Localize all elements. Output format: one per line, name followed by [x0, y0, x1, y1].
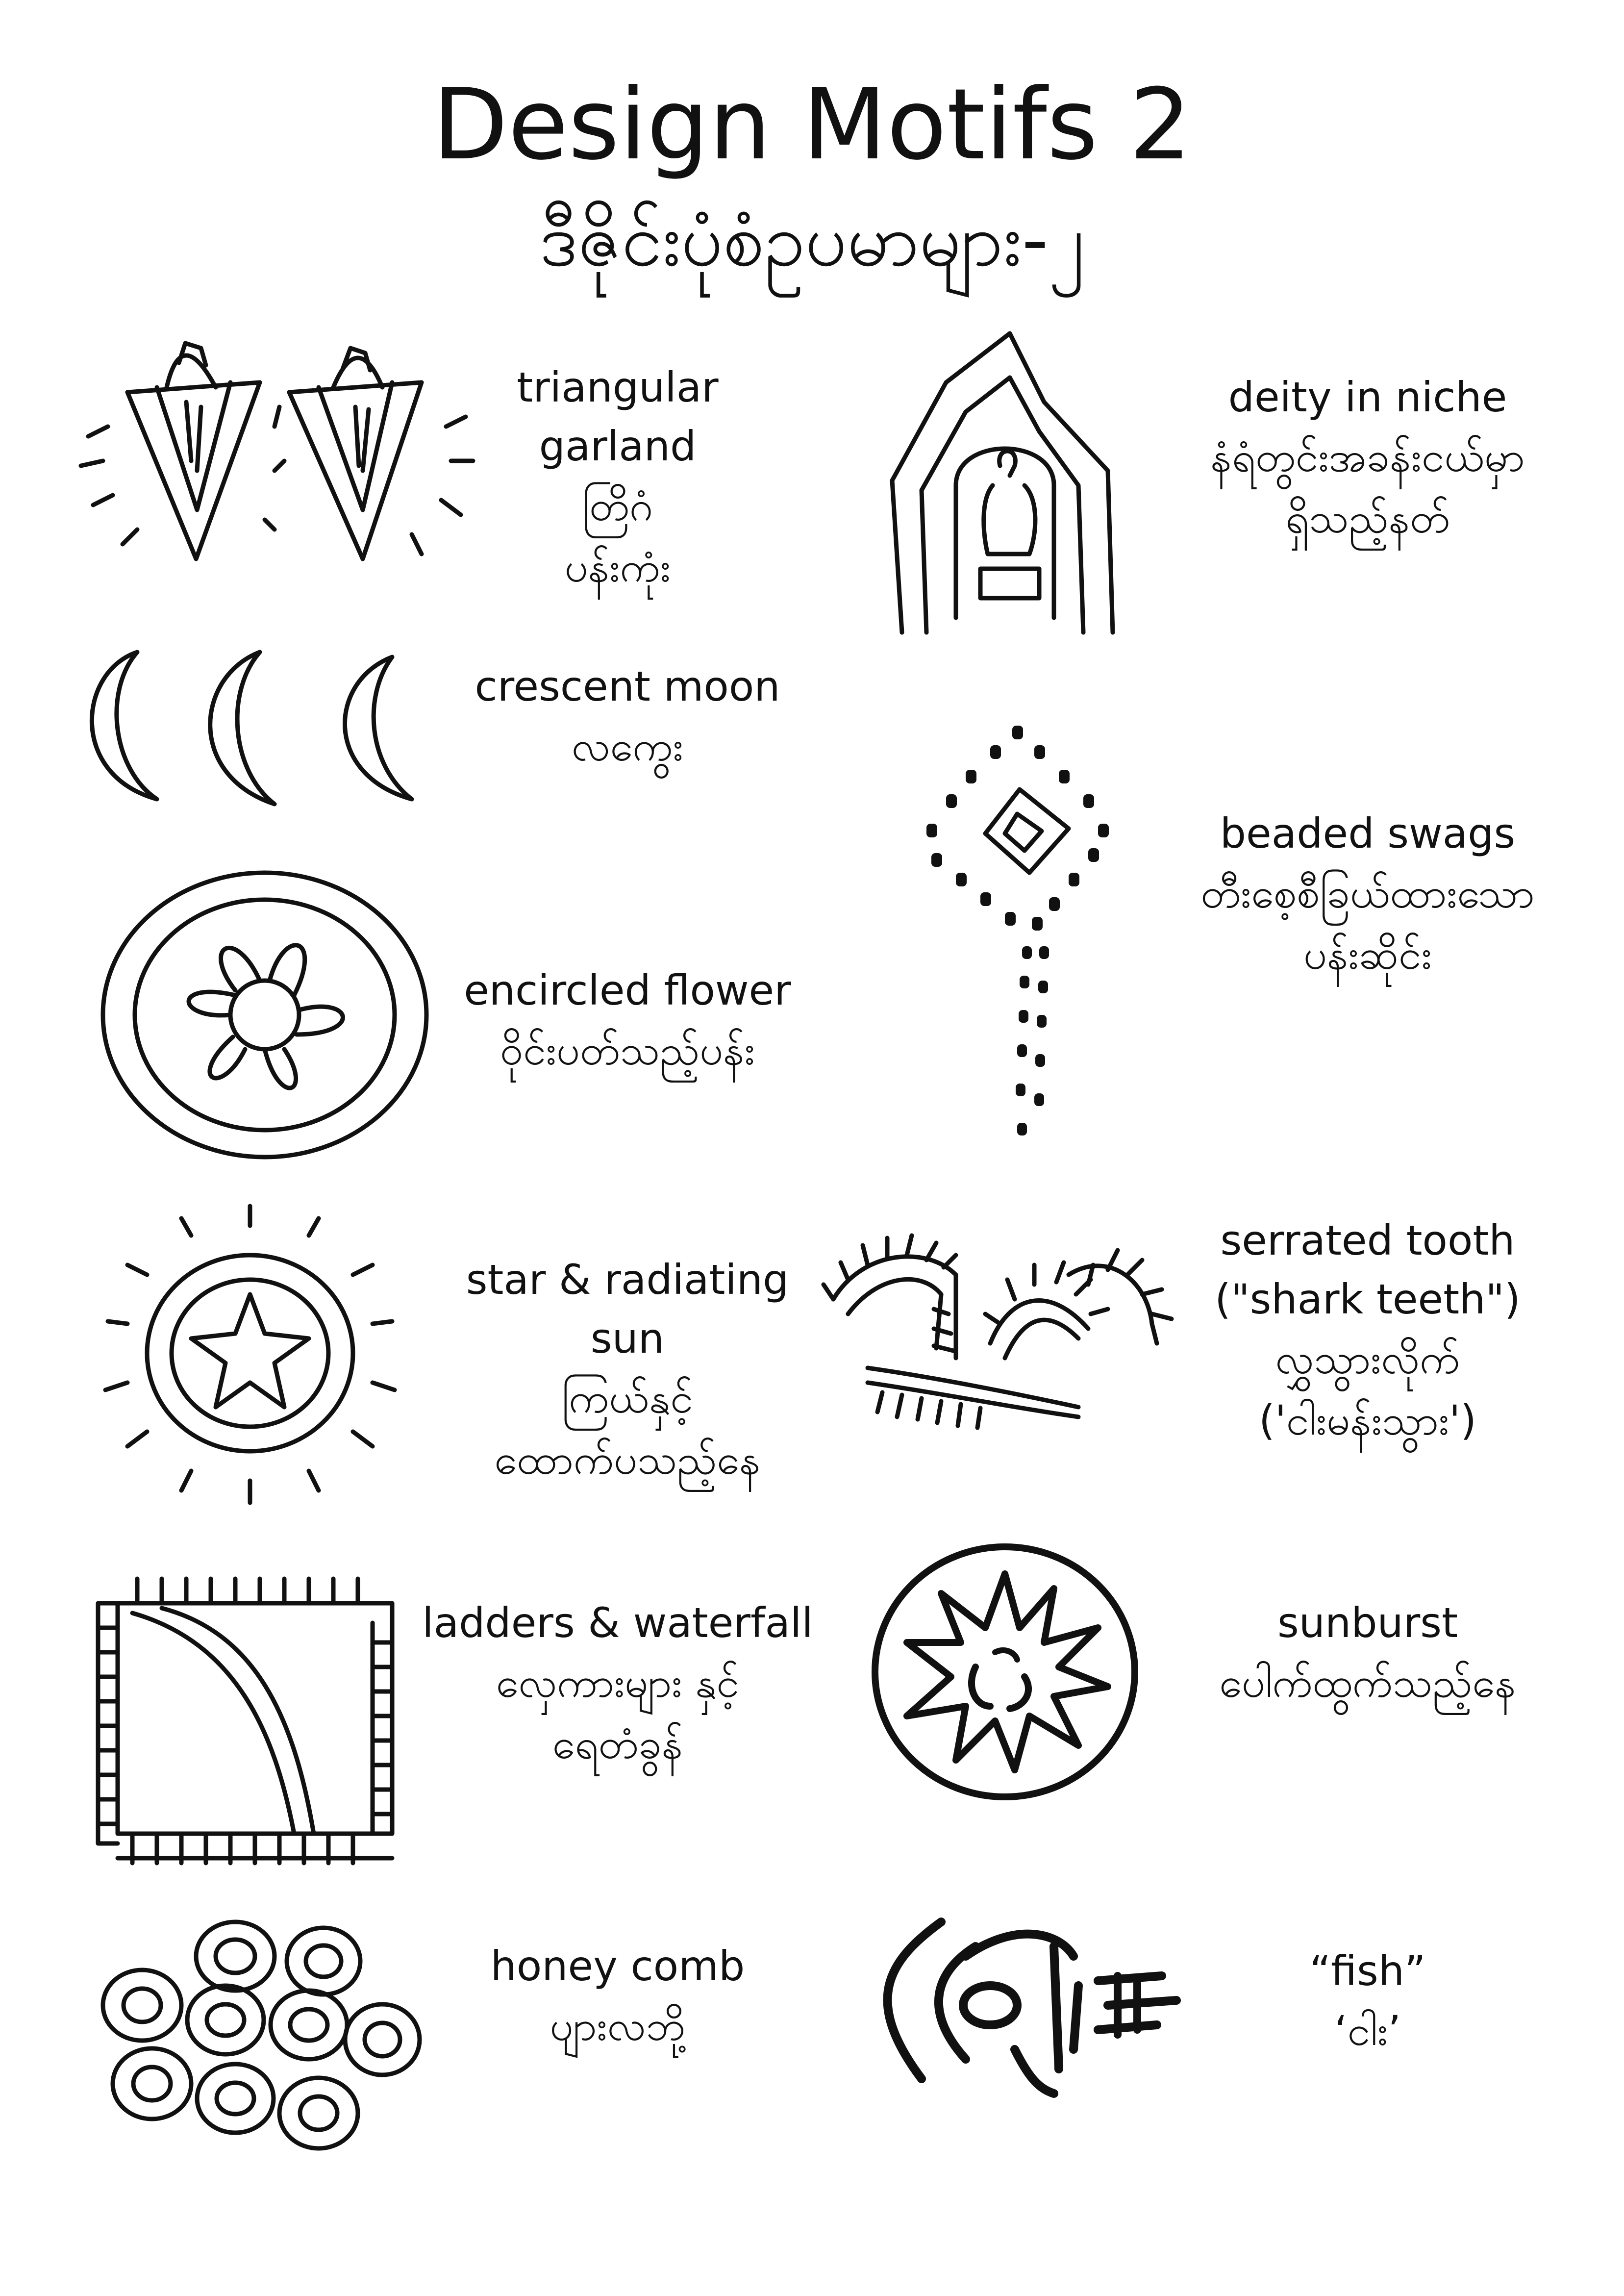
triangular-garland-english-line-2: garland [539, 422, 697, 470]
honey-comb-burmese: ပျားလဘို့ [550, 2002, 686, 2050]
star-radiating-sun-drawing [88, 1196, 412, 1510]
beaded-swags-burmese-line-2: ပန်းဆိုင်း [1303, 931, 1432, 979]
star-radiating-sun-label: star & radiating sun ကြယ်နှင့် ထောက်ပသည့… [441, 1250, 814, 1490]
triangular-garland-burmese-line-1: တြိဂံ [582, 482, 653, 530]
triangular-garland-english-line-1: triangular [517, 363, 719, 411]
crescent-moon-label: crescent moon လကွေး [441, 657, 814, 777]
ladders-waterfall-label: ladders & waterfall လှေကားများ နှင့် ရေတ… [422, 1593, 814, 1775]
encircled-flower-label: encircled flower ဝိုင်းပတ်သည့်ပန်း [441, 961, 814, 1081]
beaded-swags-english: beaded swags [1220, 809, 1516, 858]
deity-in-niche-burmese-line-2: ရှိသည့်နတ် [1285, 494, 1450, 542]
triangular-garland-drawing [69, 314, 475, 588]
serrated-tooth-drawing [814, 1216, 1186, 1432]
crescent-moon-english: crescent moon [475, 662, 780, 710]
deity-in-niche-label: deity in niche နံရံတွင်းအခန်းငယ်မှာ ရှိသ… [1147, 368, 1588, 549]
serrated-tooth-english-line-1: serrated tooth [1220, 1216, 1515, 1264]
fish-burmese: ‘ငါး’ [1334, 2007, 1401, 2055]
encircled-flower-burmese: ဝိုင်းပတ်သည့်ပန်း [500, 1026, 755, 1074]
crescent-moon-burmese: လကွေး [572, 722, 683, 770]
deity-in-niche-burmese-line-1: နံရံတွင်းအခန်းငယ်မှာ [1210, 433, 1525, 481]
sunburst-english: sunburst [1277, 1599, 1458, 1647]
deity-in-niche-drawing [882, 324, 1137, 637]
ladders-waterfall-drawing [88, 1559, 412, 1873]
page-title: Design Motifs 2 [432, 68, 1192, 182]
beaded-swags-label: beaded swags တီးစေ့စီခြယ်ထားသော ပန်းဆိုင… [1147, 804, 1588, 985]
honey-comb-drawing [78, 1912, 431, 2167]
star-radiating-sun-burmese-line-2: ထောက်ပသည့်နေ [494, 1436, 761, 1484]
sunburst-burmese: ပေါက်ထွက်သည့်နေ [1219, 1659, 1516, 1707]
star-radiating-sun-english-line-1: star & radiating [466, 1256, 789, 1304]
honey-comb-english: honey comb [490, 1942, 745, 1990]
sunburst-label: sunburst ပေါက်ထွက်သည့်နေ [1147, 1593, 1588, 1714]
serrated-tooth-english-line-2: ("shark teeth") [1215, 1275, 1521, 1323]
deity-in-niche-english: deity in niche [1228, 373, 1507, 421]
fish-label: “fish” ‘ငါး’ [1157, 1942, 1578, 2062]
fish-drawing [843, 1902, 1196, 2108]
fish-english: “fish” [1309, 1947, 1426, 1995]
crescent-moon-drawing [59, 637, 451, 814]
ladders-waterfall-burmese-line-2: ရေတံခွန် [552, 1720, 683, 1768]
serrated-tooth-burmese-line-2: ('ငါးမန်းသွား') [1258, 1396, 1477, 1444]
ladders-waterfall-english: ladders & waterfall [422, 1599, 813, 1647]
serrated-tooth-label: serrated tooth ("shark teeth") လွှသွားလိ… [1147, 1211, 1588, 1451]
beaded-swags-drawing [912, 716, 1127, 1147]
sunburst-drawing [863, 1530, 1147, 1814]
beaded-swags-burmese-line-1: တီးစေ့စီခြယ်ထားသော [1200, 869, 1535, 917]
triangular-garland-burmese-line-2: ပန်းကုံး [564, 543, 671, 591]
encircled-flower-drawing [88, 863, 441, 1167]
triangular-garland-label: triangular garland တြိဂံ ပန်းကုံး [471, 358, 765, 598]
star-radiating-sun-english-line-2: sun [590, 1314, 665, 1362]
star-radiating-sun-burmese-line-1: ကြယ်နှင့် [562, 1374, 693, 1422]
page-subtitle-burmese: ဒီဇိုင်းပုံစံဥပမာများ-၂ [539, 198, 1085, 283]
honey-comb-label: honey comb ပျားလဘို့ [441, 1937, 794, 2057]
encircled-flower-english: encircled flower [464, 966, 791, 1014]
serrated-tooth-burmese-line-1: လွှသွားလိုက် [1275, 1335, 1460, 1383]
ladders-waterfall-burmese-line-1: လှေကားများ နှင့် [496, 1659, 740, 1707]
